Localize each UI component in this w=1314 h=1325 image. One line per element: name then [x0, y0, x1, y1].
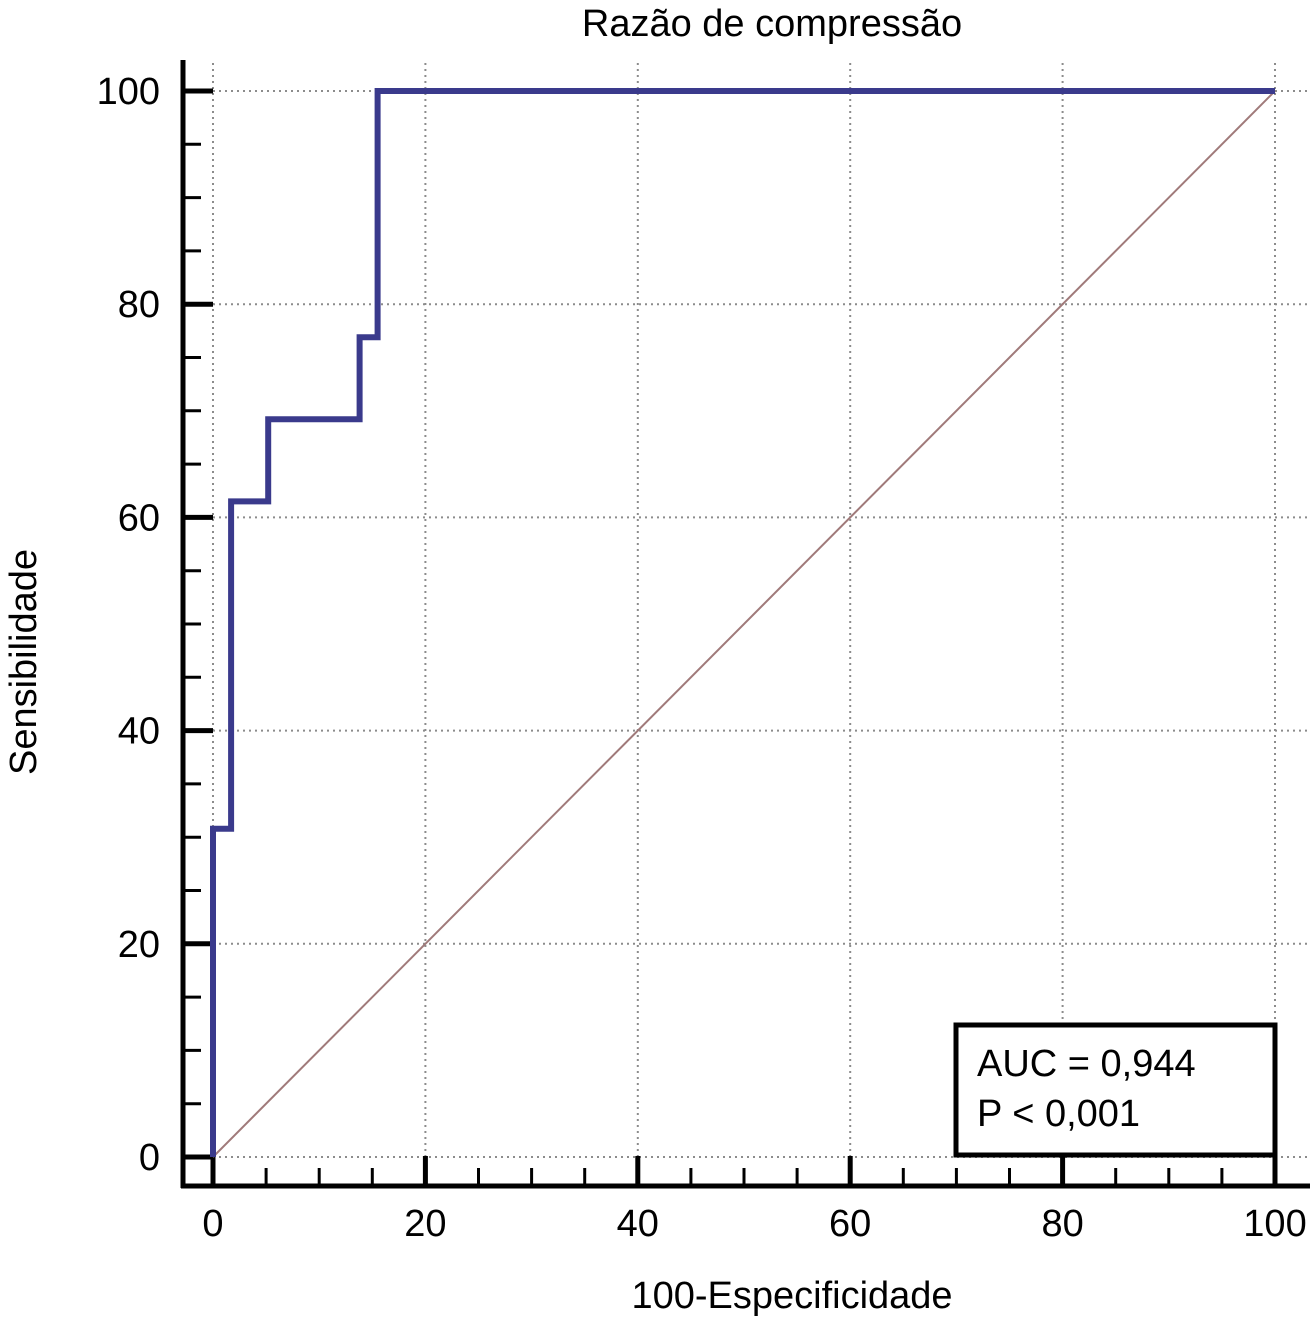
- y-tick-label: 60: [118, 497, 160, 539]
- x-tick-label: 40: [617, 1203, 659, 1245]
- x-axis-title: 100-Especificidade: [631, 1275, 952, 1317]
- x-tick-label: 100: [1243, 1203, 1306, 1245]
- roc-curve-line: [210, 88, 1275, 1157]
- x-tick-label: 80: [1041, 1203, 1083, 1245]
- auc-label: AUC = 0,944: [977, 1043, 1196, 1085]
- x-tick-label: 60: [829, 1203, 871, 1245]
- series-group: [210, 88, 1276, 1158]
- grid: [212, 63, 1310, 1186]
- annotation-border: [953, 1022, 1278, 1158]
- x-tick-label: 20: [404, 1203, 446, 1245]
- y-tick-label: 80: [118, 284, 160, 326]
- ticks: 0 20 40 60 80 100 0 20 40 60 80 100: [97, 71, 1307, 1245]
- auc-annotation-box: AUC = 0,944 P < 0,001: [953, 1022, 1278, 1158]
- y-axis-title: Sensibilidade: [3, 549, 45, 775]
- y-tick-label: 40: [118, 711, 160, 753]
- y-tick-label: 20: [118, 924, 160, 966]
- y-tick-label: 100: [97, 71, 160, 113]
- reference-diagonal-line: [212, 90, 1276, 1158]
- y-tick-label: 0: [139, 1137, 160, 1179]
- chart-title: Razão de compressão: [582, 3, 962, 45]
- p-value-label: P < 0,001: [977, 1093, 1140, 1135]
- x-tick-label: 0: [202, 1203, 223, 1245]
